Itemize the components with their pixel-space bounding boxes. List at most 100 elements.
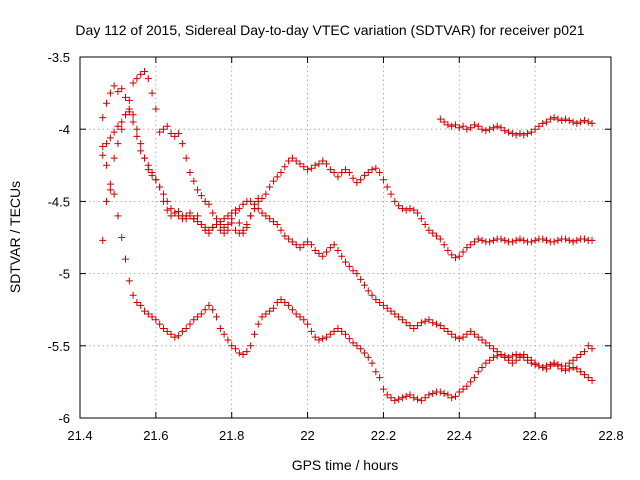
data-point xyxy=(353,270,361,278)
data-point xyxy=(163,197,171,205)
data-point xyxy=(584,118,592,126)
x-tick-label: 21.8 xyxy=(219,428,244,443)
data-point xyxy=(156,128,164,136)
data-point xyxy=(197,221,205,229)
data-point xyxy=(554,115,562,123)
data-point xyxy=(254,197,262,205)
data-point xyxy=(398,205,406,213)
data-point xyxy=(470,121,478,129)
data-point xyxy=(421,221,429,229)
data-point xyxy=(349,339,357,347)
y-gridlines xyxy=(80,128,611,347)
data-point xyxy=(580,371,588,379)
data-point xyxy=(232,345,240,353)
data-point xyxy=(508,359,516,367)
data-point xyxy=(448,394,456,402)
data-point xyxy=(478,363,486,371)
data-point xyxy=(353,342,361,350)
data-point xyxy=(584,342,592,350)
x-tick-label: 22 xyxy=(300,428,314,443)
data-point xyxy=(159,324,167,332)
data-point xyxy=(345,262,353,270)
data-point xyxy=(569,363,577,371)
data-point xyxy=(561,366,569,374)
data-point xyxy=(569,356,577,364)
data-point xyxy=(360,349,368,357)
data-point xyxy=(478,336,486,344)
data-point xyxy=(220,215,228,223)
data-point xyxy=(376,169,384,177)
data-point xyxy=(338,169,346,177)
data-point xyxy=(516,353,524,361)
data-point xyxy=(436,322,444,330)
data-point xyxy=(323,160,331,168)
data-point xyxy=(235,219,243,227)
data-point xyxy=(201,223,209,231)
data-point xyxy=(425,316,433,324)
data-point xyxy=(235,349,243,357)
data-point xyxy=(565,117,573,125)
data-point xyxy=(474,122,482,130)
data-point xyxy=(360,171,368,179)
data-point xyxy=(304,166,312,174)
data-point xyxy=(205,226,213,234)
data-point xyxy=(205,301,213,309)
data-point xyxy=(133,125,141,133)
data-point xyxy=(304,238,312,246)
data-point xyxy=(501,127,509,135)
data-point xyxy=(182,324,190,332)
data-point xyxy=(114,140,122,148)
data-point xyxy=(554,236,562,244)
data-point xyxy=(459,333,467,341)
data-point xyxy=(379,301,387,309)
data-point xyxy=(216,324,224,332)
data-point xyxy=(433,320,441,328)
data-point xyxy=(315,160,323,168)
data-point xyxy=(512,236,520,244)
data-point xyxy=(148,169,156,177)
data-point xyxy=(417,215,425,223)
data-point xyxy=(106,134,114,142)
data-point xyxy=(436,388,444,396)
data-point xyxy=(455,252,463,260)
data-point xyxy=(489,345,497,353)
data-point xyxy=(486,356,494,364)
data-point xyxy=(486,125,494,133)
x-tick-label: 22.2 xyxy=(371,428,396,443)
data-point xyxy=(357,176,365,184)
data-point xyxy=(288,306,296,314)
data-point xyxy=(175,332,183,340)
data-point xyxy=(122,111,130,119)
data-point xyxy=(554,362,562,370)
data-point xyxy=(482,359,490,367)
data-point xyxy=(531,125,539,133)
data-point xyxy=(122,255,130,263)
data-point xyxy=(319,335,327,343)
data-point xyxy=(561,235,569,243)
data-point xyxy=(114,212,122,220)
data-point xyxy=(334,246,342,254)
data-point xyxy=(125,108,133,116)
data-point xyxy=(334,173,342,181)
data-point xyxy=(414,395,422,403)
data-point xyxy=(205,200,213,208)
data-point xyxy=(133,298,141,306)
data-point xyxy=(144,161,152,169)
data-point xyxy=(463,382,471,390)
data-point xyxy=(323,248,331,256)
data-point xyxy=(167,330,175,338)
data-point xyxy=(250,200,258,208)
data-point xyxy=(440,118,448,126)
data-point xyxy=(129,118,137,126)
data-point xyxy=(486,238,494,246)
data-point xyxy=(398,394,406,402)
data-point xyxy=(114,88,122,96)
data-point xyxy=(213,313,221,321)
data-point xyxy=(194,313,202,321)
data-point xyxy=(429,319,437,327)
data-point xyxy=(459,122,467,130)
data-point xyxy=(190,215,198,223)
data-point xyxy=(288,238,296,246)
data-point xyxy=(550,238,558,246)
